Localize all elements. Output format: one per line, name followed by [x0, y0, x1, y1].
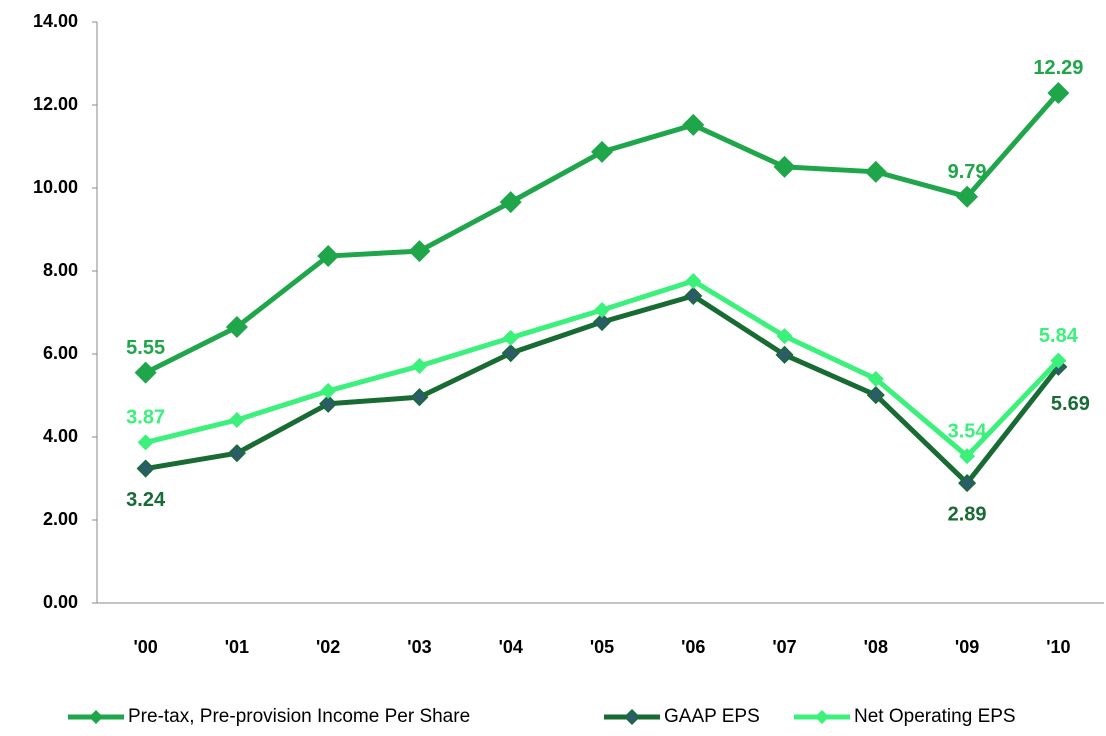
y-tick-label: 0.00: [43, 592, 78, 612]
data-label: 2.89: [948, 503, 987, 525]
point-marker: [685, 272, 702, 289]
point-marker: [773, 155, 796, 178]
point-marker: [317, 245, 340, 268]
x-tick-label: '06: [681, 637, 705, 657]
x-tick-label: '09: [955, 637, 979, 657]
legend-marker: [89, 710, 103, 724]
point-marker: [320, 382, 337, 399]
y-tick-label: 2.00: [43, 509, 78, 529]
point-marker: [867, 370, 884, 387]
point-marker: [592, 312, 612, 332]
x-tick-label: '00: [133, 637, 157, 657]
point-marker: [134, 361, 157, 384]
point-marker: [319, 394, 338, 413]
point-marker: [866, 386, 885, 405]
point-marker: [1050, 352, 1067, 369]
data-label: 5.69: [1051, 393, 1090, 415]
x-tick-label: '04: [499, 637, 523, 657]
legend-label: Net Operating EPS: [854, 706, 1016, 727]
point-marker: [228, 411, 245, 428]
point-marker: [682, 113, 705, 136]
point-marker: [958, 474, 977, 493]
y-tick-label: 10.00: [33, 177, 78, 197]
data-label: 5.55: [126, 337, 165, 359]
x-tick-label: '07: [772, 637, 796, 657]
y-tick-label: 14.00: [33, 11, 78, 31]
point-marker: [499, 191, 522, 214]
data-label: 3.24: [126, 489, 166, 511]
y-tick-label: 6.00: [43, 343, 78, 363]
point-marker: [225, 316, 248, 339]
point-marker: [864, 160, 887, 183]
x-tick-label: '10: [1046, 637, 1070, 657]
x-tick-label: '05: [590, 637, 614, 657]
x-tick-label: '08: [864, 637, 888, 657]
data-label: 3.54: [948, 420, 988, 442]
x-tick-label: '01: [225, 637, 249, 657]
point-marker: [959, 448, 976, 465]
point-marker: [410, 388, 429, 407]
legend: Pre-tax, Pre-provision Income Per Share G…: [68, 706, 1016, 727]
point-marker: [408, 240, 431, 263]
point-marker: [775, 345, 794, 364]
legend-marker: [623, 708, 641, 726]
point-marker: [776, 328, 793, 345]
x-tick-label: '03: [407, 637, 431, 657]
data-label: 12.29: [1033, 57, 1083, 79]
point-marker: [137, 434, 154, 451]
data-label: 5.84: [1039, 325, 1079, 347]
point-marker: [411, 358, 428, 375]
x-tick-label: '02: [316, 637, 340, 657]
point-marker: [684, 286, 703, 305]
point-marker: [956, 185, 979, 208]
data-label: 3.87: [126, 407, 165, 429]
y-tick-label: 12.00: [33, 94, 78, 114]
point-marker: [1047, 81, 1070, 104]
legend-label: GAAP EPS: [664, 706, 760, 727]
point-marker: [227, 444, 246, 463]
legend-marker: [815, 710, 829, 724]
legend-label: Pre-tax, Pre-provision Income Per Share: [128, 706, 470, 727]
point-marker: [501, 344, 520, 363]
point-marker: [594, 302, 610, 319]
y-tick-label: 4.00: [43, 426, 78, 446]
data-label: 9.79: [948, 161, 987, 183]
point-marker: [502, 329, 519, 346]
y-tick-label: 8.00: [43, 260, 78, 280]
point-marker: [136, 459, 155, 478]
point-marker: [591, 140, 613, 163]
